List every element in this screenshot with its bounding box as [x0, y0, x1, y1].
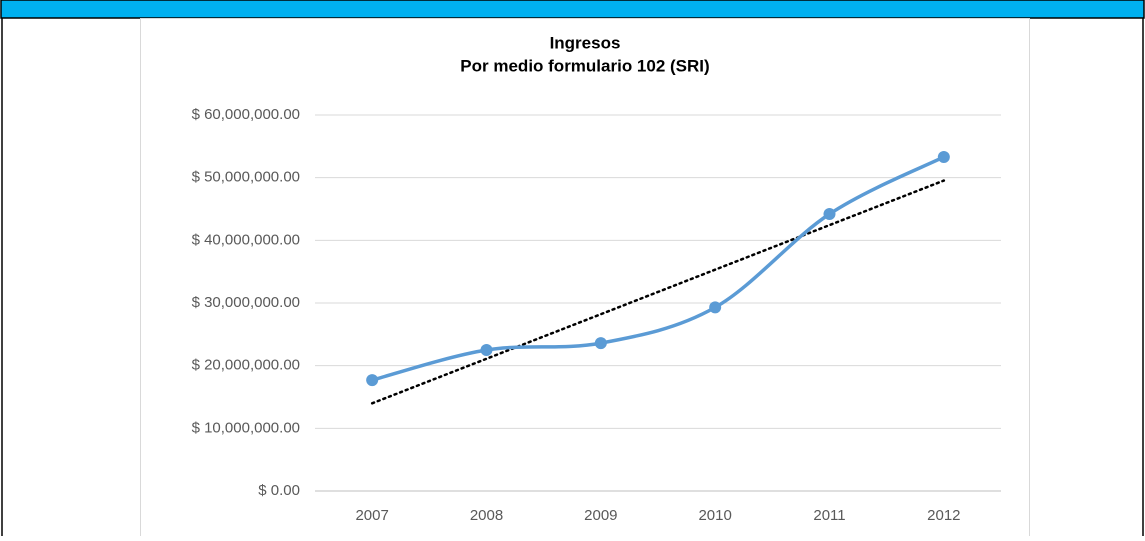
y-tick-label: $ 50,000,000.00 [192, 169, 300, 186]
marker [594, 337, 607, 350]
y-tick-label: $ 30,000,000.00 [192, 294, 300, 311]
y-tick-label: $ 0.00 [258, 482, 300, 499]
marker [937, 150, 950, 163]
marker [366, 374, 379, 387]
chart-title: Ingresos [550, 33, 621, 52]
x-tick-label: 2009 [584, 507, 617, 524]
x-tick-label: 2012 [927, 507, 960, 524]
x-tick-label: 2008 [470, 507, 503, 524]
x-tick-label: 2011 [813, 507, 845, 524]
chart-area [140, 18, 1030, 539]
header-bar [0, 0, 1145, 19]
marker [480, 344, 493, 356]
marker [823, 208, 836, 221]
marker [709, 301, 722, 314]
y-tick-label: $ 60,000,000.00 [192, 106, 300, 123]
y-tick-label: $ 20,000,000.00 [192, 357, 300, 374]
chart-subtitle: Por medio formulario 102 (SRI) [460, 56, 709, 75]
y-tick-label: $ 40,000,000.00 [192, 231, 300, 248]
y-tick-label: $ 10,000,000.00 [192, 419, 300, 436]
trendline [370, 179, 946, 405]
x-tick-label: 2010 [698, 507, 731, 524]
x-tick-label: 2007 [355, 507, 388, 524]
